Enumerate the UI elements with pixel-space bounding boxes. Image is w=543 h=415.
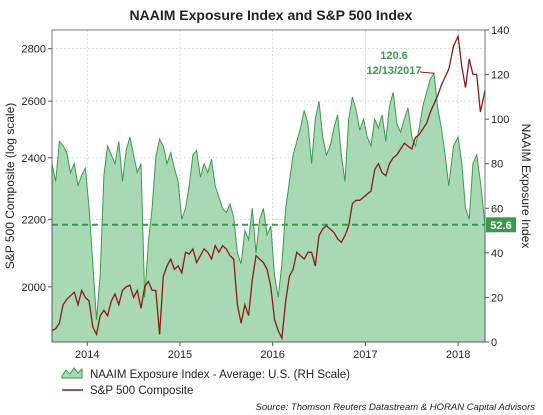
legend: NAAIM Exposure Index - Average: U.S. (RH…: [61, 367, 350, 397]
plot-frame: [51, 29, 486, 343]
legend-area-swatch: [61, 367, 83, 379]
left-tick-label: 2800: [22, 44, 46, 56]
left-axis-ticks: 2000 2200 2400 2600 2800: [22, 44, 52, 294]
right-tick-label: 60: [491, 203, 503, 215]
x-tick-label: 2015: [168, 349, 192, 361]
naaim-area-layer: [51, 71, 486, 343]
right-axis-ticks: 0 20 40 60 80 100 120 140: [485, 25, 509, 349]
last-value-box: [486, 217, 516, 233]
right-tick-label: 80: [491, 159, 503, 171]
right-tick-label: 140: [491, 25, 509, 37]
x-tick-label: 2016: [260, 349, 284, 361]
left-tick-label: 2600: [22, 96, 46, 108]
left-tick-label: 2000: [22, 282, 46, 294]
right-tick-label: 40: [491, 248, 503, 260]
left-axis-label: S&P 500 Composite (log scale): [3, 103, 17, 270]
legend-item-sp500: S&P 500 Composite: [90, 385, 193, 397]
left-tick-label: 2200: [22, 214, 46, 226]
x-tick-label: 2017: [353, 349, 377, 361]
x-axis-ticks: 2014 2015 2016 2017 2018: [75, 342, 470, 361]
right-tick-label: 120: [491, 70, 509, 82]
right-tick-label: 0: [491, 337, 497, 349]
chart-title: NAAIM Exposure Index and S&P 500 Index: [130, 7, 413, 23]
last-value-label: 52.6: [490, 220, 511, 232]
peak-annotation: 120.6 12/13/2017: [366, 50, 435, 77]
last-value-badge: 52.6: [486, 217, 516, 233]
annotation-value: 120.6: [380, 50, 408, 62]
annotation-leader: [419, 71, 435, 74]
naaim-area: [51, 71, 486, 343]
left-tick-label: 2400: [22, 153, 46, 165]
sp500-line-layer: [51, 33, 486, 341]
right-axis-label: NAAIM Exposure Index: [519, 124, 533, 249]
x-tick-label: 2014: [75, 349, 99, 361]
right-tick-label: 20: [491, 292, 503, 304]
sp500-line: [51, 33, 486, 341]
right-tick-label: 100: [491, 114, 509, 126]
legend-item-naaim: NAAIM Exposure Index - Average: U.S. (RH…: [90, 369, 350, 381]
annotation-date: 12/13/2017: [366, 65, 421, 77]
source-note: Source: Thomson Reuters Datastream & HOR…: [256, 402, 536, 413]
x-tick-label: 2018: [446, 349, 470, 361]
